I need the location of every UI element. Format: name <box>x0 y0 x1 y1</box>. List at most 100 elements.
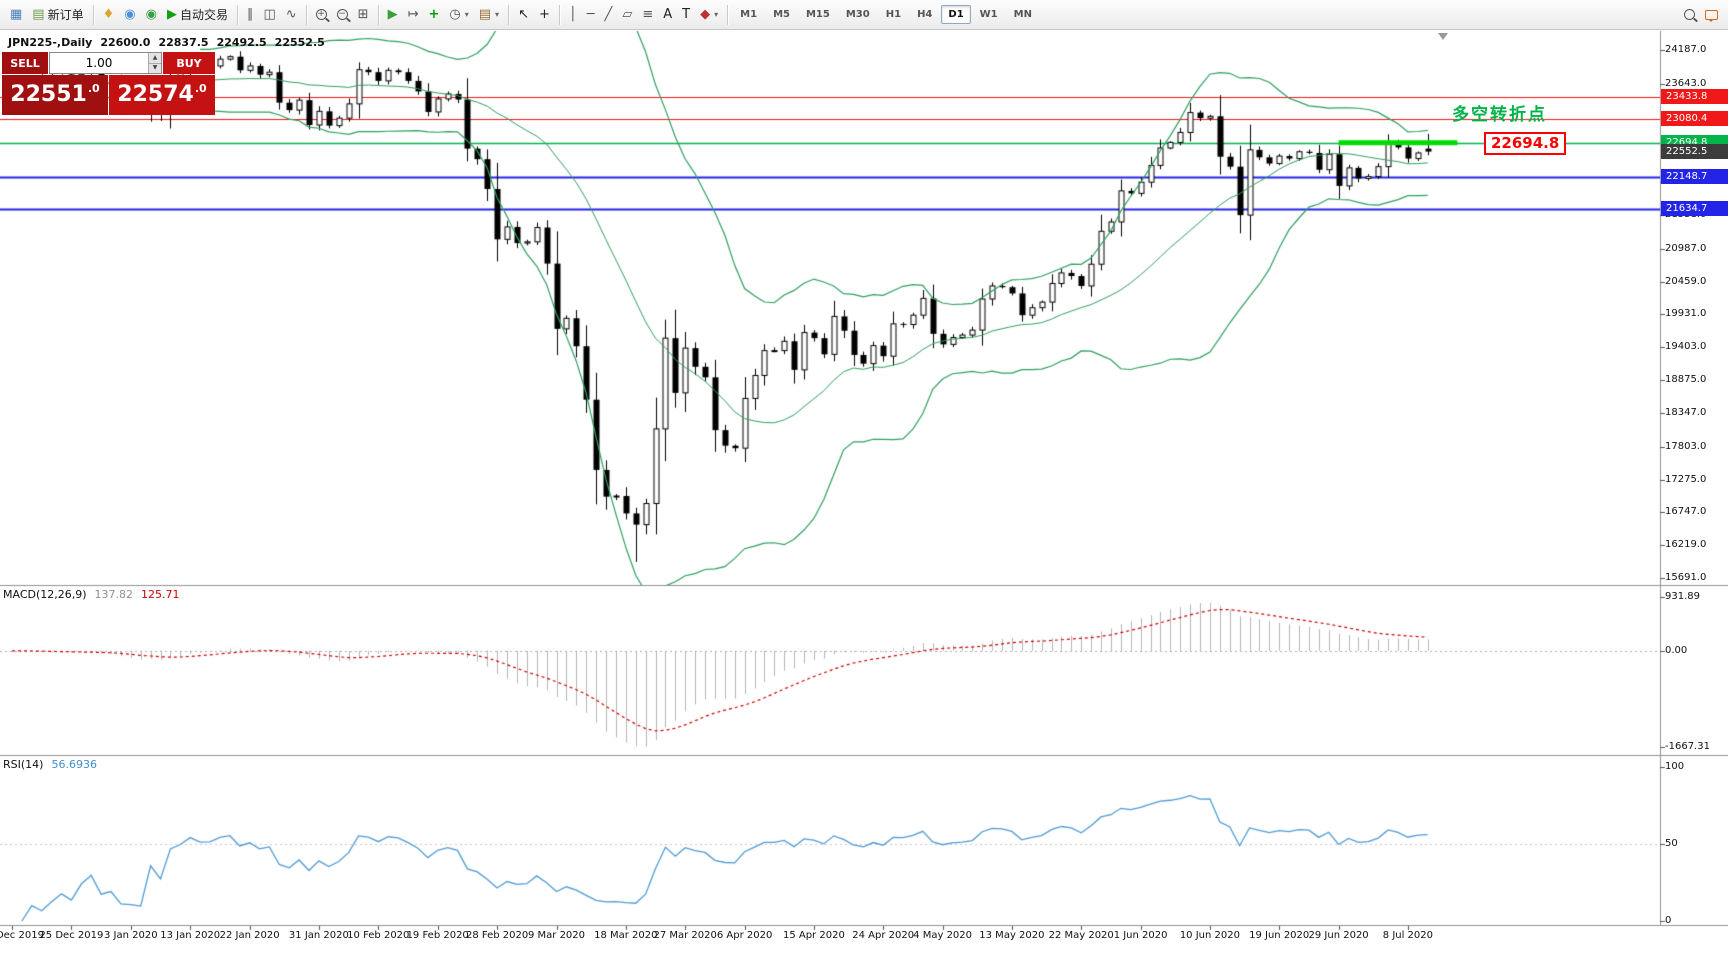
date-axis-label: 3 Jan 2020 <box>104 930 158 941</box>
tile-windows-icon-glyph: ⊞ <box>357 7 369 22</box>
buy-price-frac: .0 <box>194 81 207 95</box>
chart-shift-button[interactable]: ↦ <box>403 5 424 24</box>
timeframe-w1[interactable]: W1 <box>979 9 998 20</box>
horizontal-line-tool[interactable]: ─ <box>582 5 600 24</box>
buy-button[interactable]: BUY <box>163 52 215 74</box>
price-axis-label: 17275.0 <box>1665 473 1707 485</box>
autotrading-button[interactable]: ▶ 自动交易 <box>162 3 233 26</box>
volume-down-button[interactable]: ▼ <box>149 63 161 73</box>
metaeditor-icon-glyph: ♦ <box>102 7 115 22</box>
timeframe-d1[interactable]: D1 <box>941 5 971 24</box>
buy-price[interactable]: 22574.0 <box>109 75 215 115</box>
cursor-glyph: ↖ <box>518 7 529 22</box>
high-value: 22837.5 <box>158 36 209 49</box>
price-axis-label: 18875.0 <box>1665 374 1707 386</box>
sell-button[interactable]: SELL <box>2 52 48 74</box>
chat-button[interactable] <box>1700 7 1723 23</box>
date-axis-label: 8 Jul 2020 <box>1382 930 1434 941</box>
price-axis-label: 15691.0 <box>1665 572 1707 583</box>
periods-dropdown[interactable]: ◷ ▾ <box>444 5 473 24</box>
price-axis-label: 20987.0 <box>1665 242 1707 254</box>
auto-scroll-button[interactable]: ▶ <box>383 5 403 24</box>
timeframe-h1[interactable]: H1 <box>885 9 902 20</box>
fibonacci-tool[interactable]: ≡ <box>637 5 658 24</box>
arrows-tool-glyph: ◆ <box>700 7 711 22</box>
volume-input[interactable]: 1.00 ▲ ▼ <box>49 52 162 74</box>
line-chart-icon[interactable]: ∿ <box>281 5 302 24</box>
date-axis-label: 13 May 2020 <box>979 930 1045 941</box>
zoom-in-icon: + <box>315 9 327 20</box>
strategy-tester-icon-glyph: ◉ <box>145 7 157 22</box>
macd-indicator-label: MACD(12,26,9) 137.82 125.71 <box>3 588 180 601</box>
cursor-button[interactable]: ↖ <box>513 5 534 24</box>
text-label-tool[interactable]: T <box>677 5 695 24</box>
timeframe-m15[interactable]: M15 <box>805 9 830 20</box>
price-axis-label: 18347.0 <box>1665 406 1707 418</box>
close-value: 22552.5 <box>274 36 325 49</box>
timeframe-m30[interactable]: M30 <box>845 9 870 20</box>
volume-up-button[interactable]: ▲ <box>149 53 161 64</box>
current-price-badge: 22552.5 <box>1661 144 1728 160</box>
date-axis-label: 22 Jan 2020 <box>219 930 280 941</box>
arrows-tool[interactable]: ◆ ▾ <box>695 5 723 24</box>
terminal-icon[interactable]: ◉ <box>119 5 140 24</box>
tile-windows-icon[interactable]: ⊞ <box>353 5 374 24</box>
timeframe-group: M1 M5 M15 M30 H1 H4 D1 W1 MN <box>732 0 1040 29</box>
date-axis-label: 29 Jun 2020 <box>1308 930 1369 941</box>
date-axis-label: 25 Dec 2019 <box>39 930 104 941</box>
price-line-badge: 21634.7 <box>1661 201 1728 217</box>
new-order-button[interactable]: ▤ 新订单 <box>27 3 88 26</box>
sell-price[interactable]: 22551.0 <box>2 75 108 115</box>
search-icon <box>1684 9 1695 20</box>
chat-icon <box>1705 9 1718 22</box>
zoom-out-button[interactable]: − <box>332 6 353 23</box>
sell-price-main: 22551 <box>10 82 87 107</box>
symbol-info: JPN225-,Daily 22600.0 22837.5 22492.5 22… <box>8 36 325 49</box>
indicators-button[interactable]: + <box>423 5 444 24</box>
chart-shift-glyph: ↦ <box>407 7 419 22</box>
timeframe-m1[interactable]: M1 <box>740 9 758 20</box>
trendline-tool[interactable]: ╱ <box>600 5 618 24</box>
rsi-axis-label: 100 <box>1665 761 1685 772</box>
trendline-tool-glyph: ╱ <box>604 7 613 22</box>
periods-glyph: ◷ <box>449 7 461 22</box>
fibonacci-tool-glyph: ≡ <box>642 7 654 22</box>
candlestick-chart-icon[interactable]: ◫ <box>258 5 280 24</box>
bar-chart-icon[interactable]: ∥ <box>242 5 259 24</box>
toolbar-right-icons <box>1679 0 1723 29</box>
rsi-indicator-label: RSI(14) 56.6936 <box>3 758 97 771</box>
date-axis-label: 19 Jun 2020 <box>1249 930 1310 941</box>
chart-window-icon[interactable]: ▦ <box>5 5 27 24</box>
terminal-icon-glyph: ◉ <box>124 7 136 22</box>
date-axis-label: 13 Jan 2020 <box>160 930 221 941</box>
zoom-in-button[interactable]: + <box>311 6 332 23</box>
price-axis-label: 19931.0 <box>1665 308 1707 320</box>
templates-dropdown[interactable]: ▤ ▾ <box>474 5 504 24</box>
crosshair-button[interactable]: + <box>534 5 555 24</box>
date-axis-label: 4 May 2020 <box>913 930 973 941</box>
metaeditor-icon[interactable]: ♦ <box>98 5 120 24</box>
price-axis-label: 24187.0 <box>1665 44 1707 55</box>
channel-tool[interactable]: ▱ <box>617 5 637 24</box>
chevron-down-icon: ▾ <box>464 10 469 19</box>
timeframe-h4[interactable]: H4 <box>917 9 933 20</box>
toolbar-separator <box>305 4 307 25</box>
price-line-badge: 23080.4 <box>1661 111 1728 127</box>
date-axis-label: 6 Apr 2020 <box>716 930 773 941</box>
date-axis-label: 15 Apr 2020 <box>782 930 845 941</box>
symbol-name: JPN225-,Daily <box>8 36 93 49</box>
chevron-down-icon: ▾ <box>714 10 719 19</box>
vertical-line-tool[interactable]: │ <box>564 5 582 24</box>
search-button[interactable] <box>1679 6 1700 23</box>
strategy-tester-icon[interactable]: ◉ <box>141 5 162 24</box>
text-tool[interactable]: A <box>658 5 677 24</box>
vertical-line-tool-glyph: │ <box>568 7 577 22</box>
price-axis-label: 20459.0 <box>1665 275 1707 287</box>
volume-value[interactable]: 1.00 <box>85 56 113 70</box>
timeframe-mn[interactable]: MN <box>1013 9 1032 20</box>
timeframe-m5[interactable]: M5 <box>773 9 790 20</box>
templates-glyph: ▤ <box>478 7 492 22</box>
autotrading-button-label: 自动交易 <box>179 8 228 22</box>
price-level-label[interactable]: 22694.8 <box>1484 132 1567 155</box>
